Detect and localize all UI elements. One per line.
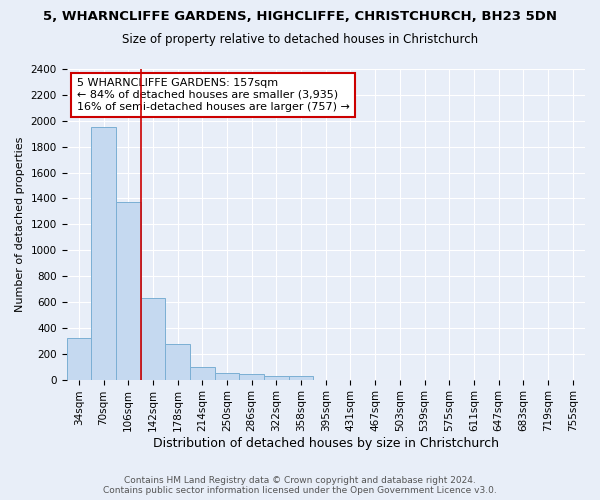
Bar	[67, 338, 91, 380]
Y-axis label: Number of detached properties: Number of detached properties	[15, 136, 25, 312]
Bar	[239, 374, 264, 380]
Bar	[116, 202, 140, 380]
Bar	[264, 376, 289, 380]
Text: Contains HM Land Registry data © Crown copyright and database right 2024.
Contai: Contains HM Land Registry data © Crown c…	[103, 476, 497, 495]
Bar	[165, 344, 190, 380]
Text: Size of property relative to detached houses in Christchurch: Size of property relative to detached ho…	[122, 32, 478, 46]
Text: 5 WHARNCLIFFE GARDENS: 157sqm
← 84% of detached houses are smaller (3,935)
16% o: 5 WHARNCLIFFE GARDENS: 157sqm ← 84% of d…	[77, 78, 350, 112]
Bar	[91, 127, 116, 380]
X-axis label: Distribution of detached houses by size in Christchurch: Distribution of detached houses by size …	[153, 437, 499, 450]
Bar	[289, 376, 313, 380]
Bar	[190, 366, 215, 380]
Text: 5, WHARNCLIFFE GARDENS, HIGHCLIFFE, CHRISTCHURCH, BH23 5DN: 5, WHARNCLIFFE GARDENS, HIGHCLIFFE, CHRI…	[43, 10, 557, 23]
Bar	[140, 298, 165, 380]
Bar	[215, 373, 239, 380]
